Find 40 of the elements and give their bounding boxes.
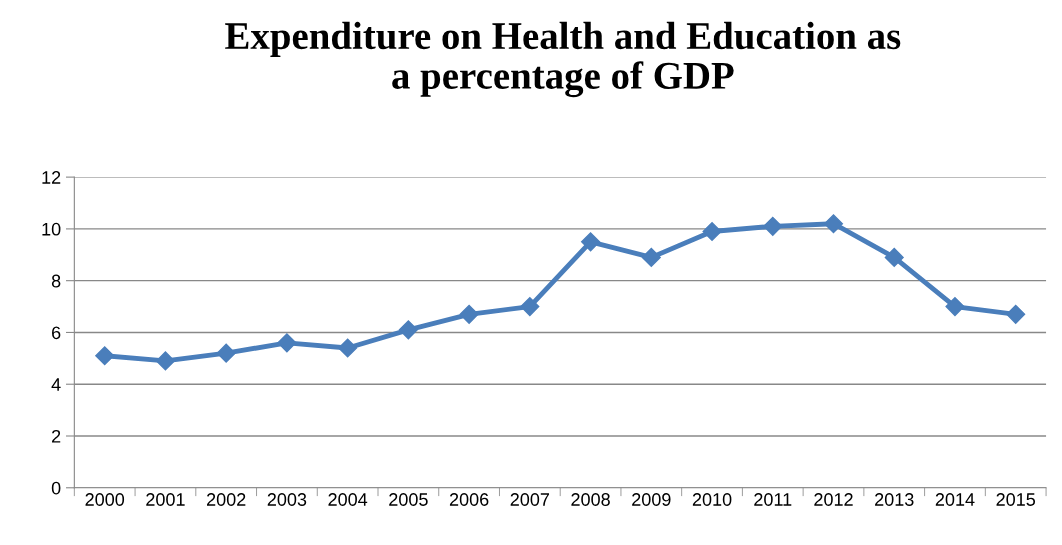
point <box>155 351 175 371</box>
y-tick-label: 0 <box>51 481 61 495</box>
x-tick-label: 2011 <box>754 493 792 506</box>
point <box>641 247 661 267</box>
x-tick-label: 2006 <box>449 493 489 506</box>
x-tick-label: 2000 <box>85 493 125 506</box>
point <box>1006 304 1026 324</box>
point <box>520 297 540 317</box>
y-tick-label: 2 <box>52 429 61 443</box>
y-tick-label: 4 <box>51 378 61 391</box>
x-tick-label: 2001 <box>146 493 185 506</box>
point <box>884 247 904 267</box>
chart-title: Expenditure on Health and Education as a percentage of GDP <box>225 21 901 98</box>
x-tick-label: 2007 <box>510 493 550 506</box>
x-tick-label: 2012 <box>814 493 853 506</box>
point <box>945 297 965 317</box>
point <box>277 333 297 353</box>
point <box>823 214 844 234</box>
point <box>398 320 418 340</box>
x-tick-label: 2013 <box>875 493 914 506</box>
y-tick-label: 8 <box>51 274 61 288</box>
y-tick-label: 6 <box>52 326 61 340</box>
point <box>216 343 236 363</box>
point <box>581 232 601 252</box>
point <box>702 221 722 242</box>
x-tick-label: 2005 <box>389 493 428 506</box>
y-tick-label: 12 <box>42 171 61 184</box>
x-tick-label: 2002 <box>207 493 246 506</box>
x-tick-label: 2015 <box>996 493 1036 506</box>
y-tick-label: 10 <box>42 222 61 236</box>
x-tick-label: 2010 <box>692 493 732 506</box>
x-tick-label: 2009 <box>632 493 671 506</box>
point <box>95 346 115 366</box>
x-tick-label: 2004 <box>328 493 368 506</box>
point <box>338 338 358 358</box>
point <box>763 216 783 236</box>
x-tick-label: 2008 <box>571 493 610 506</box>
point <box>459 304 479 324</box>
x-tick-label: 2003 <box>267 493 307 506</box>
x-tick-label: 2014 <box>935 493 975 506</box>
